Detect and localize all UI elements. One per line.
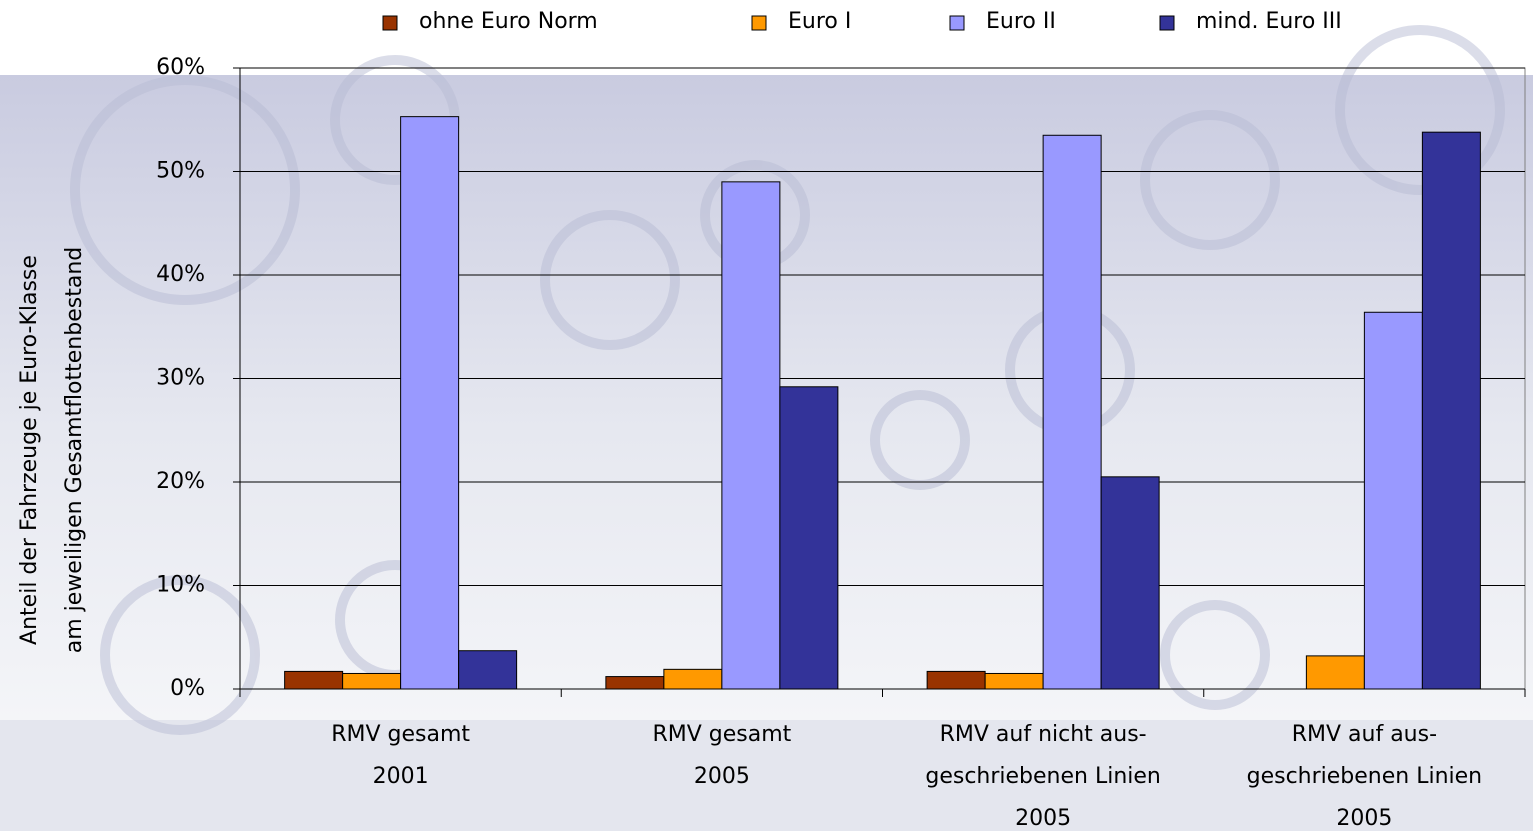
- bar: [779, 386, 839, 690]
- legend-swatch: [751, 15, 767, 31]
- y-tick-label: 20%: [156, 469, 205, 494]
- legend-swatch: [949, 15, 965, 31]
- bar: [984, 672, 1044, 690]
- x-tick-label: 2001: [373, 764, 429, 789]
- background-footer: [0, 720, 1533, 831]
- y-tick-label: 30%: [156, 366, 205, 391]
- legend-label: Euro I: [788, 9, 851, 34]
- bar: [342, 672, 402, 690]
- x-tick-label: 2005: [1015, 806, 1071, 831]
- x-tick-label: 2005: [694, 764, 750, 789]
- bar: [1421, 131, 1481, 690]
- legend-label: Euro II: [986, 9, 1056, 34]
- y-tick-label: 50%: [156, 159, 205, 184]
- bar: [721, 181, 781, 690]
- bar: [1100, 476, 1160, 690]
- bar: [284, 670, 344, 690]
- y-tick-label: 10%: [156, 573, 205, 598]
- legend-swatch: [382, 15, 398, 31]
- y-axis-label-line: Anteil der Fahrzeuge je Euro-Klasse: [17, 255, 42, 645]
- x-tick-label: RMV auf aus-: [1292, 722, 1437, 747]
- bar: [400, 116, 460, 690]
- x-tick-label: RMV auf nicht aus-: [940, 722, 1147, 747]
- bar: [458, 650, 518, 690]
- y-axis-label-line: am jeweiligen Gesamtflottenbestand: [62, 247, 87, 653]
- bar: [605, 676, 665, 690]
- legend-label: mind. Euro III: [1196, 9, 1342, 34]
- x-tick-label: RMV gesamt: [331, 722, 470, 747]
- bar: [926, 670, 986, 690]
- y-axis-label: Anteil der Fahrzeuge je Euro-Klasse am j…: [17, 247, 87, 653]
- decor-icons: [70, 25, 1505, 735]
- legend-swatch: [1159, 15, 1175, 31]
- x-tick-label: geschriebenen Linien: [925, 764, 1161, 789]
- legend-label: ohne Euro Norm: [419, 9, 598, 34]
- x-tick-label: 2005: [1336, 806, 1392, 831]
- x-tick-label: geschriebenen Linien: [1247, 764, 1483, 789]
- y-tick-label: 0%: [170, 676, 205, 701]
- bar: [1042, 134, 1102, 690]
- y-tick-label: 60%: [156, 55, 205, 80]
- x-tick-label: RMV gesamt: [652, 722, 791, 747]
- bar: [1363, 311, 1423, 690]
- bar: [663, 668, 723, 690]
- bar: [1305, 655, 1365, 690]
- y-tick-label: 40%: [156, 262, 205, 287]
